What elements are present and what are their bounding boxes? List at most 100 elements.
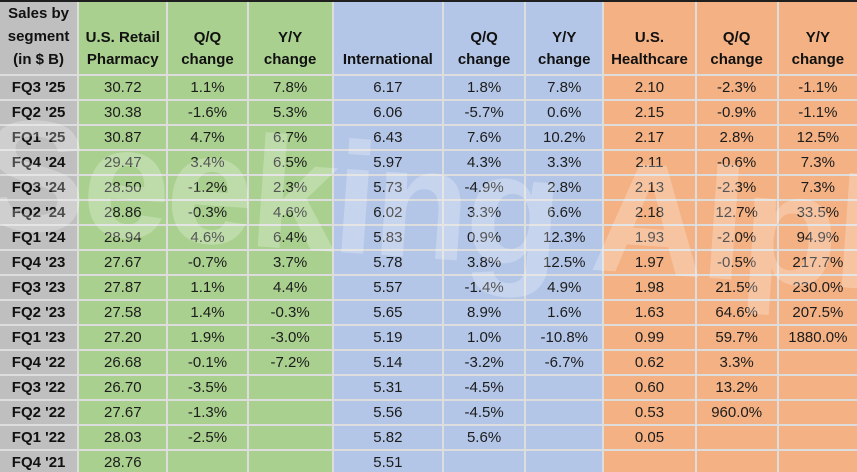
row-label-quarter: FQ3 '22 [0, 376, 78, 399]
cell-international-qq: -4.5% [443, 376, 525, 399]
cell-international-yy [526, 451, 603, 472]
cell-healthcare-qq [696, 426, 777, 449]
table-row: FQ2 '23 27.58 1.4% -0.3% 5.65 8.9% 1.6% 1.63 64.… [0, 301, 857, 324]
cell-healthcare-qq: -0.6% [696, 151, 777, 174]
cell-healthcare-qq: -0.5% [696, 251, 777, 274]
cell-international-qq: -4.5% [443, 401, 525, 424]
row-label-quarter: FQ4 '21 [0, 451, 78, 472]
cell-international-qq: -4.9% [443, 176, 525, 199]
cell-pharmacy-sales: 30.87 [79, 126, 167, 149]
cell-pharmacy-sales: 30.72 [79, 76, 167, 99]
column-header-international-qq-change: Q/Q change [443, 2, 525, 74]
corner-header-sales-by-segment: Sales by segment (in $ B) [0, 2, 78, 74]
cell-international-yy: 1.6% [526, 301, 603, 324]
cell-international-qq: -5.7% [443, 101, 525, 124]
table-row: FQ1 '25 30.87 4.7% 6.7% 6.43 7.6% 10.2% 2.17 2.8… [0, 126, 857, 149]
cell-healthcare-sales: 0.05 [604, 426, 695, 449]
cell-international-sales: 6.17 [333, 76, 442, 99]
cell-healthcare-qq: 960.0% [696, 401, 777, 424]
table-row: FQ4 '23 27.67 -0.7% 3.7% 5.78 3.8% 12.5% 1.97 -0… [0, 251, 857, 274]
row-label-quarter: FQ2 '23 [0, 301, 78, 324]
cell-international-yy: 12.5% [526, 251, 603, 274]
cell-international-qq [443, 451, 525, 472]
cell-international-yy: -6.7% [526, 351, 603, 374]
cell-healthcare-yy [778, 351, 857, 374]
cell-international-yy: 7.8% [526, 76, 603, 99]
cell-international-qq: 3.8% [443, 251, 525, 274]
cell-international-qq: 0.9% [443, 226, 525, 249]
cell-international-yy: -10.8% [526, 326, 603, 349]
column-header-international-yy-change: Y/Y change [526, 2, 603, 74]
row-label-quarter: FQ4 '24 [0, 151, 78, 174]
cell-pharmacy-qq: -1.3% [168, 401, 247, 424]
cell-pharmacy-yy: 7.8% [248, 76, 332, 99]
cell-pharmacy-yy [248, 376, 332, 399]
cell-pharmacy-yy [248, 451, 332, 472]
cell-healthcare-sales: 0.60 [604, 376, 695, 399]
cell-international-qq: 1.0% [443, 326, 525, 349]
cell-international-qq: -3.2% [443, 351, 525, 374]
cell-healthcare-qq: -2.0% [696, 226, 777, 249]
cell-healthcare-yy: 12.5% [778, 126, 857, 149]
cell-international-sales: 5.65 [333, 301, 442, 324]
cell-international-qq: 3.3% [443, 201, 525, 224]
table-row: FQ1 '22 28.03 -2.5% 5.82 5.6% 0.05 [0, 426, 857, 449]
row-label-quarter: FQ4 '22 [0, 351, 78, 374]
cell-pharmacy-qq: 1.9% [168, 326, 247, 349]
cell-healthcare-yy [778, 426, 857, 449]
table-row: FQ3 '22 26.70 -3.5% 5.31 -4.5% 0.60 13.2% [0, 376, 857, 399]
cell-pharmacy-yy: -0.3% [248, 301, 332, 324]
cell-healthcare-qq: 12.7% [696, 201, 777, 224]
cell-healthcare-qq: 13.2% [696, 376, 777, 399]
cell-international-sales: 6.02 [333, 201, 442, 224]
cell-international-qq: 7.6% [443, 126, 525, 149]
cell-pharmacy-qq: 1.1% [168, 276, 247, 299]
cell-pharmacy-qq: -1.6% [168, 101, 247, 124]
cell-healthcare-yy: 1880.0% [778, 326, 857, 349]
row-label-quarter: FQ1 '22 [0, 426, 78, 449]
cell-pharmacy-sales: 27.67 [79, 401, 167, 424]
cell-healthcare-qq: 64.6% [696, 301, 777, 324]
row-label-quarter: FQ2 '25 [0, 101, 78, 124]
corner-header-line: segment [7, 28, 70, 45]
table-row: FQ2 '24 28.86 -0.3% 4.6% 6.02 3.3% 6.6% 2.18 12.… [0, 201, 857, 224]
cell-healthcare-qq: 21.5% [696, 276, 777, 299]
cell-international-sales: 5.56 [333, 401, 442, 424]
cell-international-yy: 2.8% [526, 176, 603, 199]
column-header-pharmacy-qq-change: Q/Q change [168, 2, 247, 74]
cell-healthcare-sales: 2.13 [604, 176, 695, 199]
column-header-pharmacy-yy-change: Y/Y change [248, 2, 332, 74]
cell-healthcare-sales: 2.11 [604, 151, 695, 174]
cell-pharmacy-yy: 6.7% [248, 126, 332, 149]
cell-healthcare-sales: 2.17 [604, 126, 695, 149]
table-row: FQ3 '24 28.50 -1.2% 2.3% 5.73 -4.9% 2.8% 2.13 -2… [0, 176, 857, 199]
cell-pharmacy-yy: 3.7% [248, 251, 332, 274]
cell-international-yy: 12.3% [526, 226, 603, 249]
cell-healthcare-sales: 2.10 [604, 76, 695, 99]
table-row: FQ3 '25 30.72 1.1% 7.8% 6.17 1.8% 7.8% 2.10 -2.3… [0, 76, 857, 99]
column-header-healthcare-qq-change: Q/Q change [696, 2, 777, 74]
cell-international-yy [526, 401, 603, 424]
cell-international-sales: 5.19 [333, 326, 442, 349]
table-row: FQ4 '24 29.47 3.4% 6.5% 5.97 4.3% 3.3% 2.11 -0.6… [0, 151, 857, 174]
cell-pharmacy-yy: 2.3% [248, 176, 332, 199]
cell-healthcare-qq: 59.7% [696, 326, 777, 349]
row-label-quarter: FQ1 '24 [0, 226, 78, 249]
cell-international-sales: 6.06 [333, 101, 442, 124]
cell-international-yy: 0.6% [526, 101, 603, 124]
corner-header-line: Sales by [8, 5, 70, 22]
row-label-quarter: FQ3 '24 [0, 176, 78, 199]
cell-healthcare-yy [778, 451, 857, 472]
cell-healthcare-yy: -1.1% [778, 76, 857, 99]
row-label-quarter: FQ2 '24 [0, 201, 78, 224]
cell-pharmacy-qq: 1.4% [168, 301, 247, 324]
cell-pharmacy-sales: 27.87 [79, 276, 167, 299]
cell-pharmacy-qq: -0.1% [168, 351, 247, 374]
column-header-international: International [333, 2, 442, 74]
row-label-quarter: FQ2 '22 [0, 401, 78, 424]
cell-healthcare-yy: 7.3% [778, 151, 857, 174]
cell-international-sales: 5.83 [333, 226, 442, 249]
cell-healthcare-qq: 3.3% [696, 351, 777, 374]
cell-pharmacy-qq: -0.3% [168, 201, 247, 224]
